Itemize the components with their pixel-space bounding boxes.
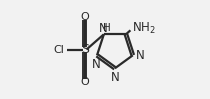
Text: N: N — [136, 49, 144, 62]
Text: S: S — [81, 43, 89, 56]
Text: O: O — [80, 12, 89, 22]
Text: H: H — [103, 23, 111, 33]
Text: O: O — [80, 77, 89, 87]
Text: N: N — [111, 71, 120, 84]
Text: NH$_2$: NH$_2$ — [132, 21, 156, 36]
Text: N: N — [92, 58, 101, 71]
Text: N: N — [99, 22, 108, 35]
Text: Cl: Cl — [54, 44, 64, 55]
